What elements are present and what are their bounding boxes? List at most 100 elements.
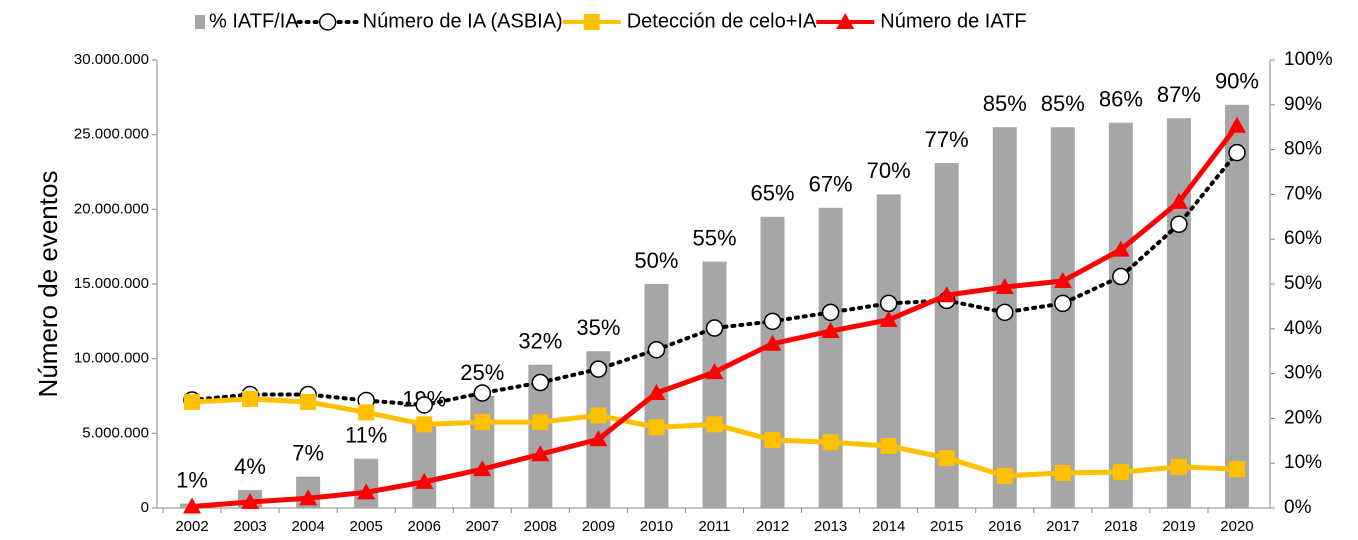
data-label: 11%	[345, 423, 387, 448]
legend-marker	[836, 13, 855, 29]
x-tick-label: 2011	[698, 518, 730, 535]
data-label: 1%	[176, 467, 208, 492]
data-label: 25%	[460, 360, 504, 385]
series-marker	[706, 416, 723, 433]
series-marker	[300, 393, 317, 410]
series-marker	[589, 430, 608, 447]
y2-tick-label: 60%	[1284, 228, 1322, 249]
series-marker	[531, 373, 550, 392]
data-label: 86%	[1099, 87, 1143, 112]
legend-label: Número de IA (ASBIA)	[363, 10, 563, 32]
y-tick-label: 30.000.000	[74, 51, 149, 68]
series-marker	[416, 416, 433, 433]
series-marker	[647, 384, 666, 401]
series-marker	[879, 294, 898, 313]
data-label: 67%	[809, 172, 853, 197]
series-marker	[1169, 192, 1188, 209]
series-marker	[358, 404, 375, 421]
bar	[876, 194, 901, 508]
data-label: 85%	[1041, 91, 1085, 116]
y-tick-label: 10.000.000	[74, 350, 149, 367]
x-tick-label: 2019	[1162, 518, 1195, 535]
y2-tick-label: 30%	[1284, 363, 1322, 384]
data-label: 85%	[983, 91, 1027, 116]
series-marker	[241, 493, 260, 510]
series-marker	[1228, 461, 1245, 478]
x-tick-label: 2003	[233, 518, 266, 535]
series-marker	[589, 360, 608, 378]
series-marker	[184, 393, 201, 410]
series-marker	[1112, 464, 1129, 481]
y-axis-label: Número de eventos	[33, 171, 63, 398]
data-label: 32%	[518, 328, 562, 353]
y-tick-label: 20.000.000	[74, 200, 149, 217]
x-tick-label: 2015	[930, 518, 963, 535]
series-marker	[242, 390, 259, 407]
series-marker	[1054, 464, 1071, 481]
x-tick-label: 2013	[814, 518, 847, 535]
y2-tick-label: 90%	[1284, 94, 1322, 115]
series-marker	[647, 340, 666, 359]
y2-tick-label: 100%	[1284, 49, 1333, 70]
legend-marker	[318, 13, 337, 31]
y-tick-label: 25.000.000	[74, 126, 149, 143]
data-label: 90%	[1215, 69, 1259, 94]
series-marker	[1053, 272, 1072, 289]
bar	[702, 261, 727, 508]
y2-tick-label: 80%	[1284, 139, 1322, 160]
y2-tick-label: 70%	[1284, 183, 1322, 204]
x-tick-label: 2012	[756, 518, 789, 535]
series-marker	[532, 414, 549, 431]
x-tick-label: 2007	[466, 518, 499, 535]
data-label: 4%	[234, 454, 266, 479]
x-tick-label: 2006	[408, 518, 441, 535]
x-tick-label: 2009	[582, 518, 615, 535]
x-tick-label: 2020	[1220, 518, 1253, 535]
series-marker	[1111, 240, 1130, 257]
x-tick-label: 2017	[1046, 518, 1079, 535]
x-tick-label: 2016	[988, 518, 1021, 535]
series-marker	[763, 334, 782, 351]
series-marker	[764, 432, 781, 449]
legend-label: Detección de celo+IA	[627, 10, 817, 32]
data-label: 35%	[576, 315, 620, 340]
bar	[1108, 122, 1133, 508]
bar	[818, 207, 843, 508]
series-marker	[473, 384, 492, 402]
y2-tick-label: 40%	[1284, 318, 1322, 339]
series-marker	[937, 286, 956, 303]
data-label: 55%	[692, 225, 736, 250]
y2-tick-label: 50%	[1284, 273, 1322, 294]
y2-tick-label: 20%	[1284, 407, 1322, 428]
y2-tick-label: 0%	[1284, 497, 1312, 518]
y2-tick-label: 10%	[1284, 452, 1322, 473]
x-tick-label: 2008	[524, 518, 557, 535]
series-marker	[648, 419, 665, 436]
series-marker	[1227, 116, 1246, 133]
bar	[1166, 118, 1191, 509]
legend-label: Número de IATF	[880, 10, 1026, 32]
data-label: 70%	[867, 158, 911, 183]
series-marker	[1228, 143, 1246, 162]
series-marker	[996, 303, 1014, 322]
series-marker	[590, 407, 607, 424]
series-marker	[1054, 294, 1072, 313]
x-tick-label: 2014	[872, 518, 905, 535]
series-marker	[1170, 215, 1188, 234]
bar	[470, 396, 495, 508]
series-marker	[705, 319, 724, 337]
series-marker	[822, 434, 839, 451]
data-label: 87%	[1157, 82, 1201, 107]
series-marker	[996, 467, 1013, 484]
x-tick-label: 2005	[349, 518, 382, 535]
data-label: 65%	[751, 181, 795, 206]
series-marker	[938, 449, 955, 466]
series-marker	[415, 472, 434, 489]
series-marker	[995, 277, 1014, 294]
series-marker	[879, 310, 898, 327]
series-marker	[474, 414, 491, 431]
series-marker	[299, 489, 318, 506]
bar	[412, 422, 437, 508]
legend-marker	[583, 14, 600, 30]
data-label: 7%	[292, 440, 324, 465]
